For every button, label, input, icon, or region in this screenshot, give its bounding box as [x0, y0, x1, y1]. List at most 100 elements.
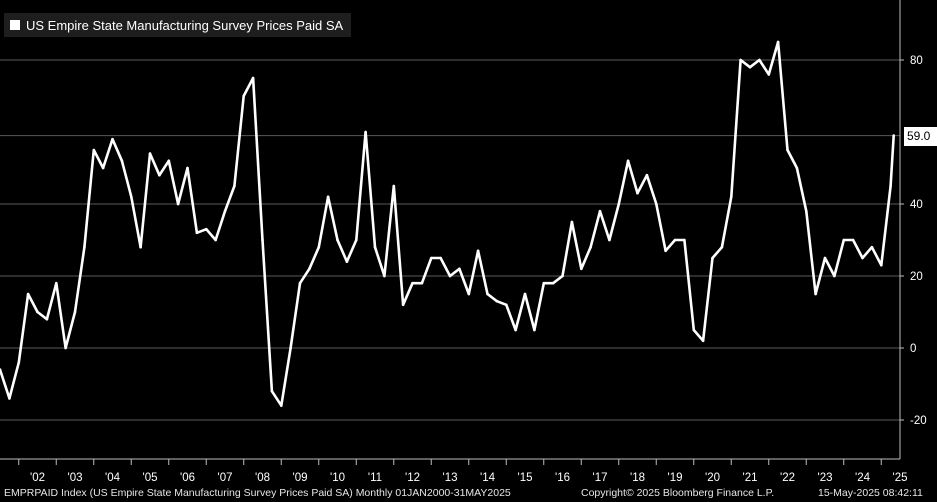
- x-tick-label: '16: [555, 472, 570, 484]
- series-point: [36, 310, 39, 314]
- series-point: [0, 368, 2, 371]
- series-point: [889, 184, 892, 188]
- series-point: [495, 299, 499, 303]
- series-point: [505, 303, 508, 307]
- series-point: [148, 152, 152, 155]
- series-point: [701, 339, 705, 343]
- series-point: [186, 166, 189, 170]
- series-point: [251, 76, 255, 80]
- series-point: [223, 209, 227, 213]
- x-tick-label: '04: [105, 472, 121, 484]
- series-point: [101, 166, 105, 170]
- series-point: [8, 397, 11, 400]
- series-point: [636, 191, 639, 195]
- x-tick-label: '18: [630, 472, 645, 484]
- footer-copyright: Copyright© 2025 Bloomberg Finance L.P.: [581, 487, 775, 499]
- series-point: [317, 245, 321, 249]
- series-point: [261, 238, 264, 242]
- series-point: [411, 281, 414, 285]
- x-tick-label: '22: [780, 472, 795, 484]
- x-tick-label: '21: [743, 472, 758, 484]
- series-point: [476, 249, 480, 253]
- series-point: [870, 245, 874, 249]
- x-tick-label: '15: [518, 472, 533, 484]
- series-point: [880, 263, 883, 267]
- x-tick-label: '08: [255, 472, 270, 484]
- series-point: [270, 389, 274, 393]
- series-point: [64, 346, 67, 350]
- x-tick-label: '17: [593, 472, 608, 484]
- x-tick-label: '25: [893, 472, 908, 484]
- series-point: [608, 238, 611, 242]
- series-point: [851, 238, 855, 242]
- x-tick-label: '14: [480, 472, 496, 484]
- series-point: [55, 281, 58, 285]
- x-tick-label: '24: [855, 472, 871, 484]
- series-point: [617, 202, 621, 206]
- series-point: [420, 281, 424, 285]
- x-tick-label: '07: [218, 472, 233, 484]
- series-point: [289, 346, 292, 350]
- series-point: [392, 184, 396, 188]
- series-point: [130, 195, 133, 199]
- x-tick-label: '20: [705, 472, 720, 484]
- series-point: [720, 245, 724, 249]
- series-point: [598, 209, 602, 213]
- footer-index-description: EMPRPAID Index (US Empire State Manufact…: [4, 487, 511, 499]
- x-tick-label: '11: [368, 472, 382, 484]
- series-point: [73, 310, 77, 314]
- series-point: [345, 260, 349, 263]
- series-point: [448, 274, 452, 278]
- series-point: [355, 238, 358, 242]
- series-point: [158, 173, 161, 177]
- series-point: [214, 238, 217, 242]
- series-point: [776, 40, 780, 44]
- x-tick-label: '05: [143, 472, 158, 484]
- series-point: [205, 227, 208, 231]
- legend-label: US Empire State Manufacturing Survey Pri…: [26, 17, 344, 33]
- series-point: [514, 328, 517, 332]
- series-point: [364, 130, 367, 134]
- axes: [0, 0, 901, 460]
- x-tick-label: '09: [293, 472, 308, 484]
- x-tick-label: '13: [443, 472, 458, 484]
- series-point: [383, 274, 386, 278]
- series-point: [233, 184, 236, 188]
- series-points: [0, 40, 895, 407]
- series-point: [861, 256, 864, 260]
- series-point: [645, 173, 649, 177]
- series-point: [833, 274, 836, 278]
- series-point: [17, 361, 21, 364]
- series-point: [298, 281, 302, 285]
- y-tick-label: 20: [910, 271, 923, 283]
- x-tick-label: '10: [330, 472, 345, 484]
- x-tick-label: '23: [818, 472, 833, 484]
- series-point: [542, 281, 546, 285]
- series-point: [83, 245, 86, 249]
- series-point: [561, 274, 564, 278]
- series-point: [664, 249, 667, 253]
- y-tick-label: -20: [910, 415, 927, 427]
- x-axis-ticks: '02 '03 '04 '05 '06 '07 '08 '09 '10 '11 '12 '13 '14 '…: [18, 459, 908, 484]
- series-line: [0, 40, 895, 407]
- x-tick-label: '19: [668, 472, 683, 484]
- series-point: [430, 256, 433, 260]
- series-point: [308, 267, 311, 271]
- chart-footer: EMPRPAID Index (US Empire State Manufact…: [0, 486, 937, 502]
- series-point: [401, 303, 405, 307]
- series-point: [805, 209, 808, 213]
- legend-swatch: [10, 20, 20, 30]
- series-point: [242, 94, 245, 98]
- series-point: [795, 166, 799, 170]
- series-point: [176, 202, 180, 206]
- series-point: [786, 148, 789, 152]
- y-tick-label: 0: [910, 343, 916, 355]
- x-tick-label: '06: [180, 472, 195, 484]
- x-tick-label: '02: [30, 472, 45, 484]
- series-point: [683, 238, 686, 242]
- series-point: [748, 65, 752, 69]
- series-point: [711, 256, 714, 260]
- series-point: [767, 73, 771, 76]
- series-point: [336, 238, 339, 242]
